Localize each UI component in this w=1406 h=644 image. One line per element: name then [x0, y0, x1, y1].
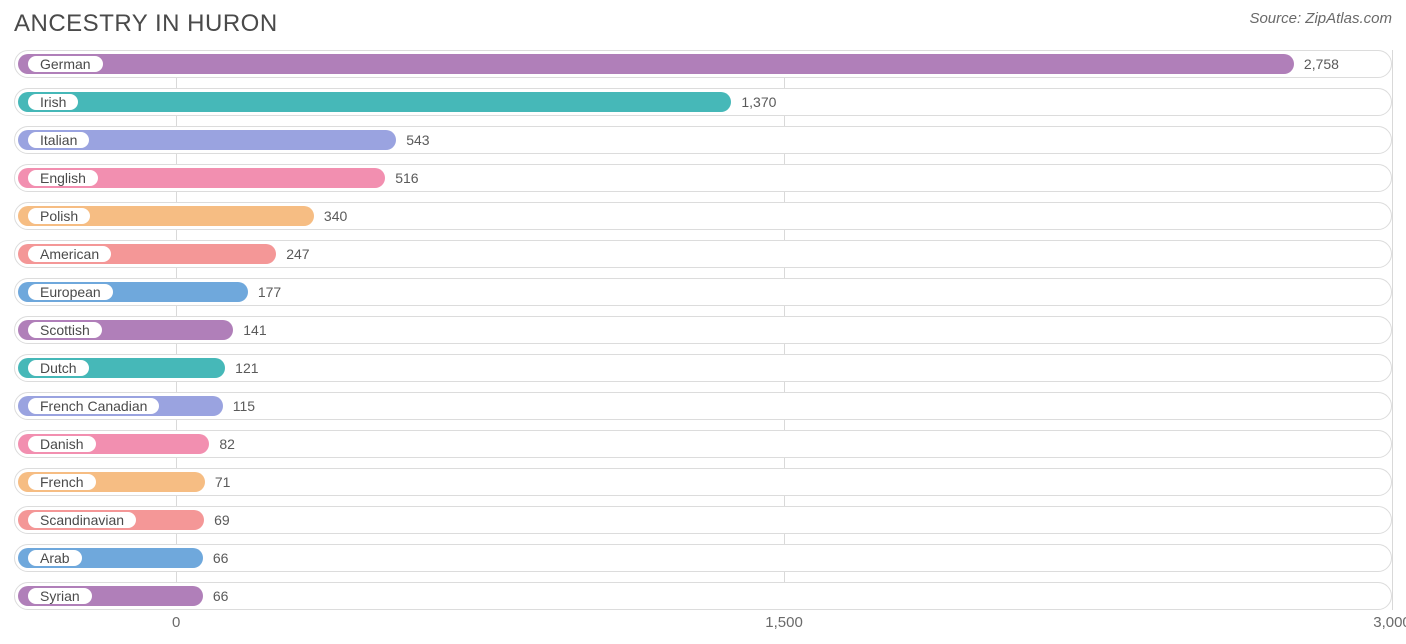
bars-layer: German 2,758 Irish 1,370 Italian 543 English 51… — [14, 50, 1392, 610]
x-tick-label: 3,000 — [1373, 614, 1406, 631]
x-axis: 01,5003,000 — [14, 614, 1392, 642]
bar-row: Polish 340 — [14, 202, 1392, 230]
bar-row: Italian 543 — [14, 126, 1392, 154]
bar-row: Syrian 66 — [14, 582, 1392, 610]
chart-title: ANCESTRY IN HURON — [14, 10, 278, 38]
chart-header: ANCESTRY IN HURON Source: ZipAtlas.com — [14, 10, 1392, 38]
bar-row: French Canadian 115 — [14, 392, 1392, 420]
category-pill: Polish — [26, 206, 92, 226]
plot-area: German 2,758 Irish 1,370 Italian 543 English 51… — [14, 50, 1392, 642]
category-pill: Scottish — [26, 320, 104, 340]
value-label: 177 — [248, 278, 281, 306]
bar-fill — [18, 92, 731, 112]
value-label: 71 — [205, 468, 231, 496]
bar-row: English 516 — [14, 164, 1392, 192]
category-pill: Irish — [26, 92, 80, 112]
bar-row: Scottish 141 — [14, 316, 1392, 344]
x-tick-label: 0 — [172, 614, 180, 631]
chart-source: Source: ZipAtlas.com — [1249, 10, 1392, 27]
value-label: 69 — [204, 506, 230, 534]
category-pill: Syrian — [26, 586, 94, 606]
category-pill: German — [26, 54, 105, 74]
value-label: 340 — [314, 202, 347, 230]
value-label: 1,370 — [731, 88, 776, 116]
value-label: 115 — [223, 392, 255, 420]
category-pill: Dutch — [26, 358, 91, 378]
bar-row: Irish 1,370 — [14, 88, 1392, 116]
category-pill: Italian — [26, 130, 91, 150]
category-pill: Arab — [26, 548, 84, 568]
category-pill: Danish — [26, 434, 98, 454]
bar-row: Dutch 121 — [14, 354, 1392, 382]
category-pill: French Canadian — [26, 396, 161, 416]
bar-row: Arab 66 — [14, 544, 1392, 572]
bar-row: French 71 — [14, 468, 1392, 496]
value-label: 66 — [203, 582, 229, 610]
category-pill: Scandinavian — [26, 510, 138, 530]
category-pill: English — [26, 168, 100, 188]
bar-row: European 177 — [14, 278, 1392, 306]
value-label: 141 — [233, 316, 266, 344]
bar-row: Danish 82 — [14, 430, 1392, 458]
category-pill: French — [26, 472, 98, 492]
value-label: 66 — [203, 544, 229, 572]
value-label: 516 — [385, 164, 418, 192]
value-label: 82 — [209, 430, 235, 458]
value-label: 2,758 — [1294, 50, 1339, 78]
value-label: 247 — [276, 240, 309, 268]
x-tick-label: 1,500 — [765, 614, 803, 631]
chart-container: ANCESTRY IN HURON Source: ZipAtlas.com G… — [0, 0, 1406, 644]
bar-row: American 247 — [14, 240, 1392, 268]
bar-row: German 2,758 — [14, 50, 1392, 78]
bar-row: Scandinavian 69 — [14, 506, 1392, 534]
category-pill: European — [26, 282, 115, 302]
value-label: 543 — [396, 126, 429, 154]
bar-fill — [18, 54, 1294, 74]
gridline — [1392, 50, 1393, 610]
value-label: 121 — [225, 354, 258, 382]
category-pill: American — [26, 244, 113, 264]
